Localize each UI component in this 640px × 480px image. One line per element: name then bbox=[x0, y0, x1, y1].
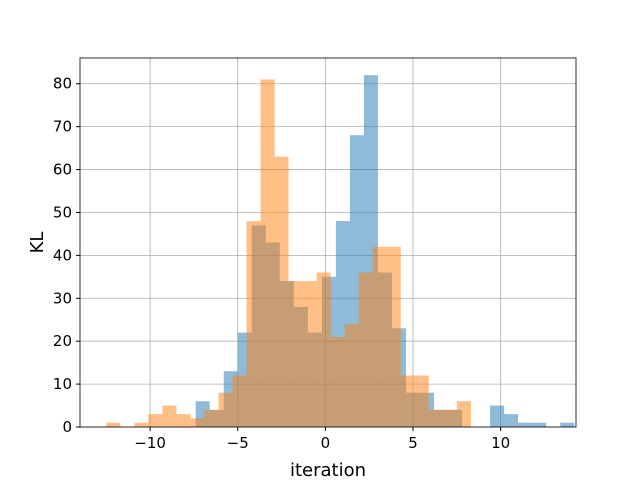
series-2-bar bbox=[358, 272, 373, 427]
series-2-bar bbox=[190, 418, 205, 427]
y-axis-label: KL bbox=[27, 232, 48, 254]
x-tick-label: −5 bbox=[227, 434, 249, 452]
plot-frame bbox=[79, 57, 577, 428]
series-2-bar bbox=[106, 422, 121, 427]
series-2-bar bbox=[246, 221, 261, 427]
series-2-bar bbox=[330, 336, 345, 427]
series-2-bar bbox=[218, 392, 233, 427]
series-2-bar bbox=[148, 414, 163, 427]
x-tick-label: 0 bbox=[321, 434, 331, 452]
series-2-bar bbox=[386, 246, 401, 427]
y-tick-label: 50 bbox=[53, 203, 72, 221]
series-1-bar bbox=[504, 414, 519, 427]
series-2-bar bbox=[316, 272, 331, 427]
y-tick-label: 70 bbox=[53, 118, 72, 136]
series-2-bar bbox=[260, 79, 275, 427]
series-1-bar bbox=[490, 405, 505, 427]
series-2-bar bbox=[414, 375, 429, 427]
series-2-bar bbox=[134, 422, 149, 427]
y-tick-label: 20 bbox=[53, 332, 72, 350]
series-2-bar bbox=[400, 375, 415, 427]
series-1-bar bbox=[560, 422, 575, 427]
y-tick-label: 30 bbox=[53, 289, 72, 307]
series-2-bar bbox=[456, 401, 471, 427]
series-2-bar bbox=[288, 281, 303, 427]
series-1-bar bbox=[532, 422, 547, 427]
series-2-bar bbox=[176, 414, 191, 427]
y-tick-label: 80 bbox=[53, 75, 72, 93]
y-tick-label: 10 bbox=[53, 375, 72, 393]
x-tick-label: −10 bbox=[134, 434, 166, 452]
ticks: −10 −5 0 5 10 0 10 20 30 40 50 60 70 80 bbox=[53, 75, 510, 452]
series-1-bar bbox=[518, 422, 533, 427]
series-2-bar bbox=[344, 324, 359, 427]
series-2-bar bbox=[428, 409, 443, 427]
series-2-bar bbox=[204, 409, 219, 427]
bars bbox=[106, 75, 575, 428]
y-tick-label: 60 bbox=[53, 161, 72, 179]
series-2-bar bbox=[232, 375, 247, 427]
x-axis-label: iteration bbox=[290, 460, 366, 480]
series-2-bar bbox=[442, 409, 457, 427]
series-2-bar bbox=[274, 156, 289, 428]
y-tick-label: 40 bbox=[53, 246, 72, 264]
series-2-bar bbox=[162, 405, 177, 427]
series-2-bar bbox=[302, 281, 317, 427]
series-2-bar bbox=[372, 246, 387, 427]
x-tick-label: 10 bbox=[491, 434, 510, 452]
y-tick-label: 0 bbox=[62, 418, 72, 436]
x-tick-label: 5 bbox=[408, 434, 418, 452]
